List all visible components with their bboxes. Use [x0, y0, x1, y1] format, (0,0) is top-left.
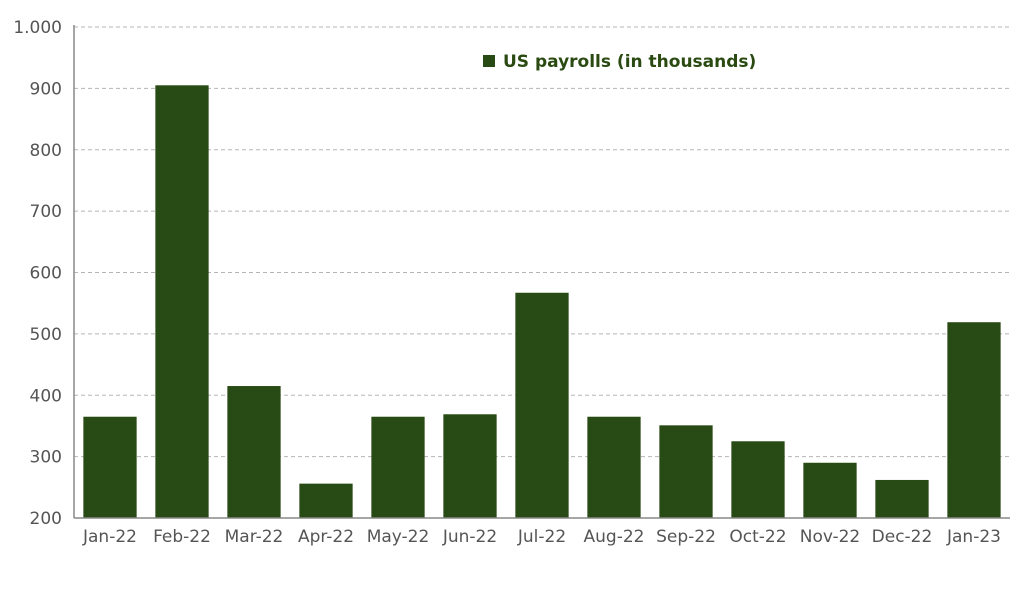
- y-tick-label: 800: [30, 141, 62, 161]
- bar: [83, 416, 137, 518]
- x-tick-label: Apr-22: [298, 527, 354, 547]
- bar: [443, 414, 497, 518]
- x-tick-label: Feb-22: [153, 527, 211, 547]
- y-tick-label: 1.000: [13, 18, 62, 38]
- bar: [299, 483, 353, 518]
- x-tick-label: Nov-22: [800, 527, 861, 547]
- axes: [73, 25, 1010, 519]
- legend-label: US payrolls (in thousands): [503, 52, 756, 72]
- x-tick-label: Sep-22: [656, 527, 716, 547]
- bar: [587, 416, 641, 518]
- bar: [731, 441, 785, 518]
- bar: [875, 479, 929, 518]
- x-axis-ticks: Jan-22 Feb-22 Mar-22 Apr-22 May-22 Jun-22 Jul-…: [82, 527, 1001, 547]
- x-tick-label: Jul-22: [517, 527, 566, 547]
- y-tick-label: 400: [30, 386, 62, 406]
- bar: [227, 386, 281, 518]
- x-tick-label: May-22: [367, 527, 430, 547]
- bar: [371, 416, 425, 518]
- y-axis-ticks: 200 300 400 500 600 700 800 900 1.000: [13, 18, 62, 529]
- bar: [659, 425, 713, 518]
- bar: [515, 292, 569, 518]
- x-tick-label: Oct-22: [729, 527, 786, 547]
- bars: [83, 85, 1001, 519]
- x-tick-label: Dec-22: [872, 527, 933, 547]
- x-tick-label: Jan-22: [82, 527, 137, 547]
- y-tick-label: 600: [30, 264, 62, 284]
- bar: [947, 322, 1001, 518]
- y-tick-label: 500: [30, 325, 62, 345]
- legend-swatch: [483, 55, 495, 67]
- bar: [155, 85, 209, 519]
- x-tick-label: Aug-22: [584, 527, 645, 547]
- x-tick-label: Jan-23: [946, 527, 1001, 547]
- x-tick-label: Mar-22: [225, 527, 284, 547]
- x-tick-label: Jun-22: [442, 527, 497, 547]
- y-tick-label: 700: [30, 202, 62, 222]
- y-tick-label: 300: [30, 448, 62, 468]
- y-tick-label: 900: [30, 79, 62, 99]
- y-tick-label: 200: [30, 509, 62, 529]
- bar: [803, 462, 857, 518]
- legend: US payrolls (in thousands): [483, 52, 756, 72]
